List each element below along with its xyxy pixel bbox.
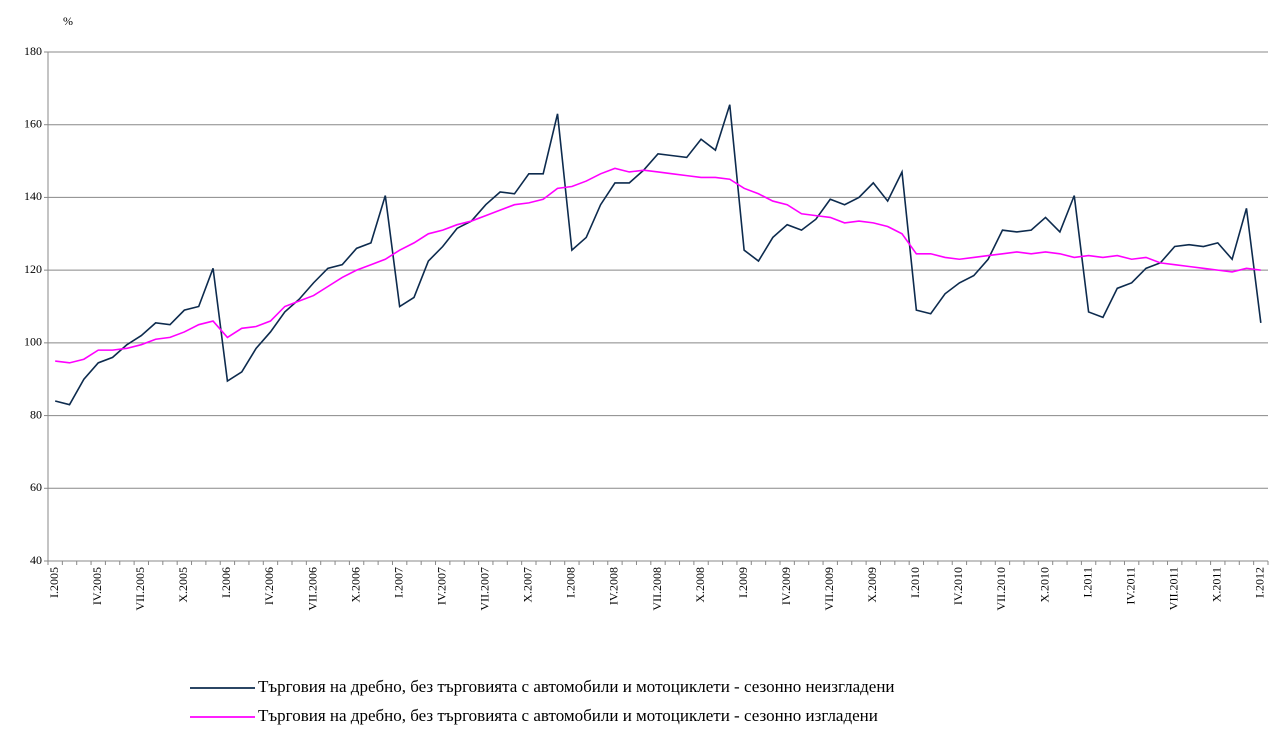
x-tick-label: IV.2006 — [262, 567, 276, 605]
legend-label: Търговия на дребно, без търговията с авт… — [258, 677, 895, 696]
x-tick-label: VII.2010 — [994, 567, 1008, 611]
x-tick-label: X.2006 — [348, 567, 362, 603]
x-tick-label: VII.2008 — [650, 567, 664, 611]
x-tick-label: I.2008 — [564, 567, 578, 598]
y-tick-label: 120 — [24, 262, 42, 276]
y-tick-label: 100 — [24, 335, 42, 349]
legend-label: Търговия на дребно, без търговията с авт… — [258, 706, 878, 725]
x-tick-label: I.2012 — [1253, 567, 1267, 598]
x-tick-label: IV.2009 — [779, 567, 793, 605]
x-tick-label: VII.2007 — [478, 567, 492, 611]
x-tick-label: X.2008 — [693, 567, 707, 603]
x-tick-label: VII.2005 — [133, 567, 147, 611]
x-tick-label: I.2007 — [391, 567, 405, 598]
x-tick-label: VII.2006 — [305, 567, 319, 611]
x-tick-label: X.2011 — [1210, 567, 1224, 602]
x-tick-label: I.2011 — [1080, 567, 1094, 598]
x-tick-label: IV.2005 — [90, 567, 104, 605]
x-tick-label: IV.2008 — [607, 567, 621, 605]
x-tick-label: X.2007 — [521, 567, 535, 603]
y-tick-label: 80 — [30, 407, 42, 421]
x-tick-label: X.2005 — [176, 567, 190, 603]
x-tick-label: X.2010 — [1037, 567, 1051, 603]
y-tick-label: 160 — [24, 116, 42, 130]
x-tick-label: I.2009 — [736, 567, 750, 598]
x-tick-label: X.2009 — [865, 567, 879, 603]
y-axis-label: % — [63, 14, 73, 28]
y-tick-label: 180 — [24, 44, 42, 58]
x-tick-label: I.2006 — [219, 567, 233, 598]
x-tick-label: VII.2011 — [1166, 567, 1180, 610]
y-tick-label: 40 — [30, 553, 42, 567]
series-line — [54, 104, 1262, 406]
x-tick-label: I.2010 — [908, 567, 922, 598]
x-tick-label: IV.2011 — [1123, 567, 1137, 605]
x-tick-label: IV.2007 — [434, 567, 448, 605]
series-line — [55, 167, 1261, 364]
x-tick-label: VII.2009 — [822, 567, 836, 611]
y-tick-label: 140 — [24, 189, 42, 203]
y-tick-label: 60 — [30, 480, 42, 494]
x-tick-label: IV.2010 — [951, 567, 965, 605]
x-tick-label: I.2005 — [47, 567, 61, 598]
